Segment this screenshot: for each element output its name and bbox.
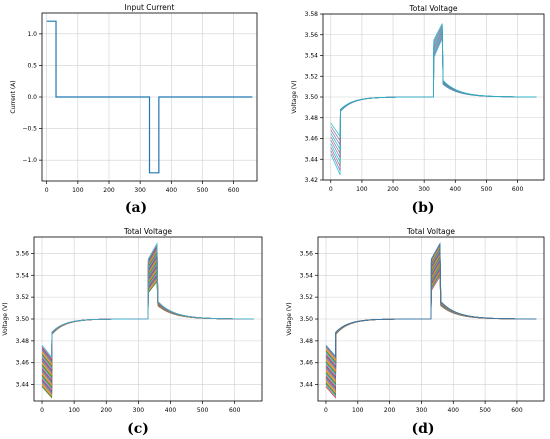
x-tick-label: 600 bbox=[229, 407, 241, 414]
series-line-40 bbox=[325, 242, 537, 358]
chart-title: Total Voltage bbox=[408, 4, 457, 13]
chart-panel-3: 0 100 200 300 400 500 600 3.44 3.46 3.48 3.50 3.52 3… bbox=[2, 227, 263, 437]
y-tick-label: 3.42 bbox=[305, 177, 319, 184]
y-tick-label: −0.5 bbox=[22, 126, 37, 133]
x-tick-label: 200 bbox=[103, 187, 115, 194]
x-tick-label: 400 bbox=[165, 407, 177, 414]
x-tick-label: 0 bbox=[324, 407, 328, 414]
series-group bbox=[41, 242, 254, 399]
y-tick-label: 3.56 bbox=[300, 250, 314, 257]
panel-caption: (a) bbox=[125, 200, 147, 216]
x-tick-label: 600 bbox=[228, 187, 240, 194]
series-line-10 bbox=[330, 23, 537, 138]
x-tick-label: 600 bbox=[511, 407, 523, 414]
y-tick-label: 3.52 bbox=[305, 73, 319, 80]
y-tick-label: 3.48 bbox=[300, 338, 314, 345]
y-tick-label: 0.5 bbox=[27, 62, 37, 69]
x-tick-label: 100 bbox=[72, 187, 84, 194]
series-group bbox=[325, 242, 537, 399]
y-axis-label: Voltage (V) bbox=[2, 302, 9, 335]
panel-caption: (c) bbox=[127, 421, 149, 437]
y-axis-label: Voltage (V) bbox=[291, 80, 298, 113]
series-group bbox=[46, 20, 253, 174]
x-tick-label: 200 bbox=[101, 407, 113, 414]
y-tick-label: 3.52 bbox=[16, 294, 30, 301]
x-tick-label: 0 bbox=[329, 186, 333, 193]
y-tick-label: 3.44 bbox=[300, 382, 314, 389]
y-tick-label: 3.58 bbox=[305, 11, 319, 18]
x-tick-label: 600 bbox=[512, 186, 524, 193]
chart-title: Total Voltage bbox=[123, 227, 172, 236]
y-tick-label: 3.44 bbox=[305, 156, 319, 163]
chart-panel-4: 0 100 200 300 400 500 600 3.44 3.46 3.48 3.50 3.52 3… bbox=[286, 227, 545, 437]
x-tick-label: 300 bbox=[134, 187, 146, 194]
y-tick-label: 3.46 bbox=[300, 360, 314, 367]
y-tick-label: 3.48 bbox=[305, 115, 319, 122]
x-tick-label: 500 bbox=[479, 407, 491, 414]
chart-title: Input Current bbox=[125, 3, 175, 12]
y-tick-label: 3.56 bbox=[305, 32, 319, 39]
y-tick-label: 1.0 bbox=[27, 31, 37, 38]
y-tick-label: 3.44 bbox=[16, 382, 30, 389]
x-tick-label: 300 bbox=[416, 407, 428, 414]
chart-title: Total Voltage bbox=[406, 227, 455, 236]
y-tick-label: 3.54 bbox=[300, 272, 314, 279]
x-tick-label: 100 bbox=[352, 407, 364, 414]
chart-panel-1: 0 100 200 300 400 500 600 −1.0 −0.5 0.0 0.5 1.0 Inpu… bbox=[10, 3, 258, 216]
y-tick-label: 3.54 bbox=[305, 53, 319, 60]
y-tick-label: 3.50 bbox=[300, 316, 314, 323]
series-line-40 bbox=[41, 242, 254, 359]
x-tick-label: 400 bbox=[448, 407, 460, 414]
y-tick-label: 3.48 bbox=[16, 338, 30, 345]
x-tick-label: 500 bbox=[481, 186, 493, 193]
x-tick-label: 500 bbox=[197, 407, 209, 414]
x-tick-label: 300 bbox=[418, 186, 430, 193]
y-tick-label: −1.0 bbox=[22, 157, 37, 164]
x-tick-label: 0 bbox=[40, 407, 44, 414]
series-line-1 bbox=[46, 20, 253, 174]
y-tick-label: 3.52 bbox=[300, 294, 314, 301]
x-tick-label: 100 bbox=[68, 407, 80, 414]
y-tick-label: 3.46 bbox=[16, 360, 30, 367]
y-tick-label: 3.46 bbox=[305, 136, 319, 143]
x-tick-label: 500 bbox=[197, 187, 209, 194]
y-tick-label: 3.50 bbox=[305, 94, 319, 101]
y-tick-label: 0.0 bbox=[27, 94, 37, 101]
x-tick-label: 0 bbox=[45, 187, 49, 194]
panel-caption: (b) bbox=[411, 200, 434, 216]
y-tick-label: 3.54 bbox=[16, 272, 30, 279]
panel-caption: (d) bbox=[411, 421, 434, 437]
y-tick-label: 3.56 bbox=[16, 250, 30, 257]
y-axis-label: Voltage (V) bbox=[286, 302, 293, 335]
chart-panel-2: 0 100 200 300 400 500 600 3.42 3.44 3.46 3.48 3.50 3… bbox=[291, 4, 545, 216]
x-tick-label: 400 bbox=[166, 187, 178, 194]
x-tick-label: 400 bbox=[450, 186, 462, 193]
series-group bbox=[330, 23, 537, 175]
x-tick-label: 300 bbox=[133, 407, 145, 414]
y-tick-label: 3.50 bbox=[16, 316, 30, 323]
y-axis-label: Current (A) bbox=[10, 80, 17, 113]
x-tick-label: 100 bbox=[356, 186, 368, 193]
x-tick-label: 200 bbox=[384, 407, 396, 414]
x-tick-label: 200 bbox=[387, 186, 399, 193]
